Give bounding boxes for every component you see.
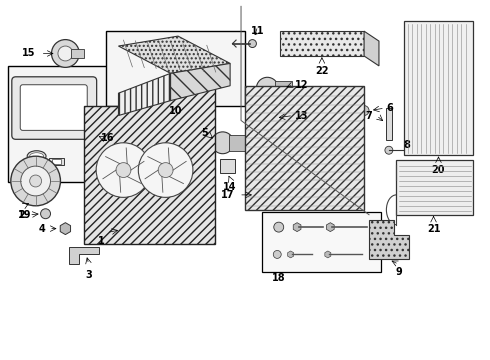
Bar: [404, 21, 473, 155]
Text: 13: 13: [294, 111, 308, 121]
Polygon shape: [396, 160, 473, 215]
FancyBboxPatch shape: [262, 212, 381, 272]
Circle shape: [212, 132, 234, 154]
Text: 14: 14: [223, 183, 237, 193]
Polygon shape: [69, 247, 98, 264]
Text: 7: 7: [366, 111, 372, 121]
Bar: [72, 49, 84, 58]
Polygon shape: [364, 31, 379, 66]
Circle shape: [273, 251, 281, 258]
Bar: [91, 118, 126, 133]
Circle shape: [96, 143, 151, 197]
Text: 4: 4: [38, 224, 45, 234]
Circle shape: [375, 243, 388, 255]
Circle shape: [58, 46, 73, 61]
Text: 1: 1: [98, 235, 104, 246]
Circle shape: [138, 143, 193, 197]
Polygon shape: [245, 86, 364, 210]
Circle shape: [385, 146, 393, 154]
FancyBboxPatch shape: [12, 77, 97, 139]
FancyBboxPatch shape: [106, 31, 245, 105]
Polygon shape: [119, 73, 171, 116]
Text: 10: 10: [169, 105, 182, 116]
Polygon shape: [84, 86, 215, 244]
Circle shape: [274, 222, 284, 232]
Bar: [229, 135, 246, 151]
Polygon shape: [171, 63, 230, 100]
Text: 8: 8: [404, 140, 411, 150]
Text: 9: 9: [395, 267, 402, 277]
Bar: [49, 158, 64, 165]
Circle shape: [41, 209, 50, 219]
Circle shape: [11, 156, 60, 206]
FancyBboxPatch shape: [8, 66, 107, 183]
Bar: [275, 81, 292, 96]
Text: 22: 22: [315, 66, 329, 76]
Circle shape: [248, 40, 256, 48]
Text: 18: 18: [272, 273, 286, 283]
Text: 17: 17: [221, 190, 234, 200]
Circle shape: [256, 77, 278, 99]
Text: 11: 11: [251, 26, 264, 36]
Polygon shape: [280, 31, 364, 56]
Polygon shape: [119, 36, 230, 73]
Circle shape: [36, 171, 45, 180]
Bar: [168, 118, 203, 133]
Bar: [220, 159, 235, 172]
Text: 6: 6: [387, 103, 393, 113]
Circle shape: [30, 175, 42, 187]
Circle shape: [21, 166, 50, 196]
Circle shape: [249, 107, 271, 129]
Text: 16: 16: [101, 133, 115, 143]
Ellipse shape: [27, 151, 46, 162]
Bar: [51, 159, 61, 164]
Ellipse shape: [30, 153, 44, 159]
Circle shape: [116, 163, 131, 177]
Text: 19: 19: [18, 210, 31, 220]
Text: 12: 12: [294, 80, 308, 90]
Circle shape: [334, 105, 344, 116]
Text: 5: 5: [201, 128, 208, 138]
Bar: [106, 210, 196, 232]
Text: 3: 3: [85, 270, 92, 280]
Circle shape: [31, 165, 50, 185]
Bar: [268, 111, 285, 125]
Polygon shape: [369, 220, 409, 260]
Text: 2: 2: [18, 210, 25, 220]
FancyBboxPatch shape: [20, 85, 87, 130]
Text: 20: 20: [432, 165, 445, 175]
Circle shape: [51, 40, 79, 67]
Text: 21: 21: [427, 224, 441, 234]
Bar: [387, 108, 392, 140]
Circle shape: [359, 105, 369, 116]
Circle shape: [158, 163, 173, 177]
Text: 15: 15: [23, 49, 36, 58]
